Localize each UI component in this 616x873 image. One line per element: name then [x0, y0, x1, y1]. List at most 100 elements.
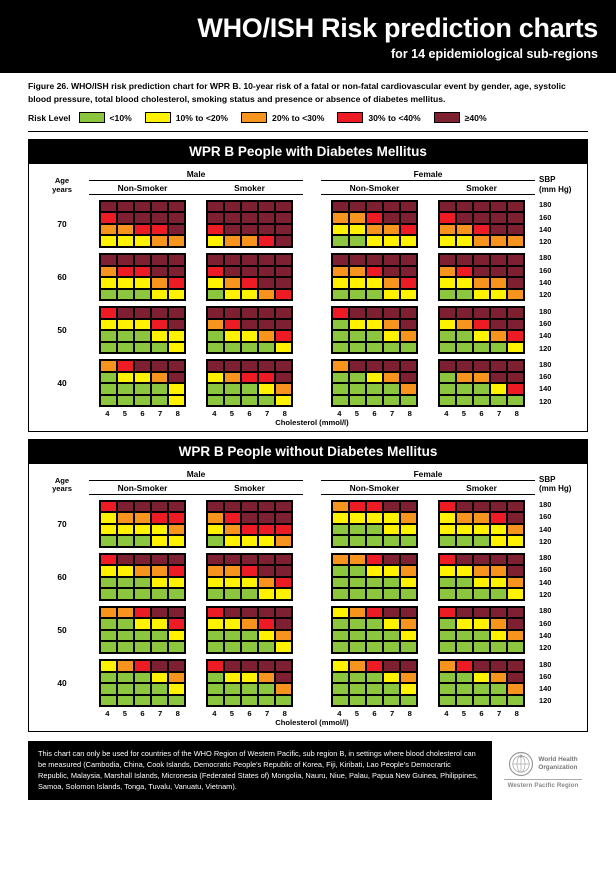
- risk-cell: [507, 553, 524, 566]
- gender-block-female: [321, 499, 535, 548]
- risk-grid-row: [207, 512, 292, 524]
- axis-tick: 7: [157, 708, 163, 718]
- risk-cell: [473, 500, 490, 513]
- risk-grid: [331, 552, 418, 601]
- risk-cell: [117, 553, 134, 566]
- risk-cell: [134, 383, 151, 395]
- risk-grid-row: [332, 683, 417, 695]
- risk-cell: [400, 671, 417, 684]
- sbp-value: 180: [539, 306, 552, 316]
- axis-tick: 8: [282, 409, 287, 418]
- smoking-header-row: Non-Smoker Smoker: [89, 483, 303, 495]
- risk-grid-row: [100, 371, 185, 384]
- sbp-values: 180 160 140 120: [535, 605, 581, 654]
- risk-cell: [151, 318, 168, 331]
- axis-tick-group: 4 5 6 7 8: [99, 409, 187, 418]
- risk-cell: [241, 307, 258, 319]
- risk-cell: [151, 683, 168, 695]
- age-header-line2: years: [52, 184, 72, 194]
- gender-block-female: [321, 605, 535, 654]
- risk-cell: [168, 394, 185, 407]
- risk-cell: [349, 606, 366, 619]
- risk-cell: [490, 394, 507, 407]
- risk-cell: [151, 660, 168, 672]
- risk-cell: [275, 576, 292, 589]
- risk-cell: [349, 265, 366, 278]
- axis-tick-group: 4 5 6 7 8: [99, 709, 187, 718]
- risk-grid-row: [207, 200, 292, 213]
- sbp-values: 180 160 140 120: [535, 359, 581, 408]
- risk-grid-row: [439, 683, 524, 695]
- risk-cell: [456, 223, 473, 236]
- risk-cell: [258, 223, 275, 236]
- risk-cell: [366, 565, 383, 577]
- risk-cell: [439, 694, 456, 707]
- axis-smoking-block: 4 5 6 7 8: [321, 709, 428, 718]
- risk-cell: [258, 235, 275, 247]
- axis-tick: 4: [212, 409, 217, 418]
- risk-cell: [258, 629, 275, 642]
- risk-grid-row: [439, 500, 524, 513]
- risk-cell: [134, 565, 151, 577]
- risk-grid-row: [332, 394, 417, 407]
- sbp-value: 140: [539, 331, 552, 341]
- risk-cell: [224, 254, 241, 266]
- risk-cell: [490, 277, 507, 289]
- risk-cell: [490, 512, 507, 524]
- risk-grid-row: [100, 694, 185, 707]
- risk-cell: [241, 383, 258, 395]
- risk-cell: [400, 371, 417, 384]
- risk-cell: [383, 588, 400, 600]
- risk-cell: [473, 588, 490, 600]
- risk-cell: [100, 341, 117, 354]
- risk-cell: [168, 371, 185, 384]
- risk-cell: [473, 235, 490, 247]
- risk-cell: [275, 553, 292, 566]
- risk-grid: [206, 499, 293, 548]
- risk-cell: [332, 535, 349, 547]
- risk-cell: [207, 307, 224, 319]
- risk-cell: [207, 254, 224, 266]
- risk-grid-row: [100, 629, 185, 642]
- axis-tick: 6: [372, 708, 377, 718]
- risk-grid-row: [100, 576, 185, 589]
- risk-cell: [134, 512, 151, 524]
- risk-cell: [224, 318, 241, 331]
- gender-block-male: [89, 253, 303, 302]
- age-group-row: 60 180 160 140 120: [35, 552, 581, 601]
- risk-cell: [439, 618, 456, 630]
- risk-cell: [207, 671, 224, 684]
- risk-grid-row: [100, 523, 185, 536]
- axis-tick: 6: [140, 708, 145, 718]
- axis-tick: 4: [444, 409, 449, 418]
- risk-cell: [241, 618, 258, 630]
- risk-cell: [400, 288, 417, 301]
- axis-smoking-block: 4 5 6 7 8: [196, 409, 303, 418]
- risk-grid-row: [207, 307, 292, 319]
- risk-cell: [258, 341, 275, 354]
- smoking-header-row: Non-Smoker Smoker: [321, 483, 535, 495]
- risk-cell: [366, 512, 383, 524]
- risk-cell: [134, 200, 151, 213]
- axis-tick-group: 4 5 6 7 8: [438, 409, 526, 418]
- risk-cell: [275, 318, 292, 331]
- risk-cell: [168, 360, 185, 372]
- risk-grid-row: [332, 288, 417, 301]
- axis-smoking-block: 4 5 6 7 8: [196, 709, 303, 718]
- risk-cell: [383, 523, 400, 536]
- risk-cell: [151, 200, 168, 213]
- gender-block-female: [321, 253, 535, 302]
- sbp-value: 120: [539, 643, 552, 653]
- risk-grid-row: [439, 254, 524, 266]
- risk-cell: [400, 618, 417, 630]
- risk-cell: [117, 523, 134, 536]
- risk-cell: [400, 330, 417, 342]
- legend-item: 20% to <30%: [241, 112, 324, 124]
- risk-cell: [456, 307, 473, 319]
- risk-cell: [117, 629, 134, 642]
- risk-cell: [332, 565, 349, 577]
- risk-cell: [224, 371, 241, 384]
- risk-cell: [151, 371, 168, 384]
- risk-grid-row: [207, 660, 292, 672]
- risk-cell: [168, 553, 185, 566]
